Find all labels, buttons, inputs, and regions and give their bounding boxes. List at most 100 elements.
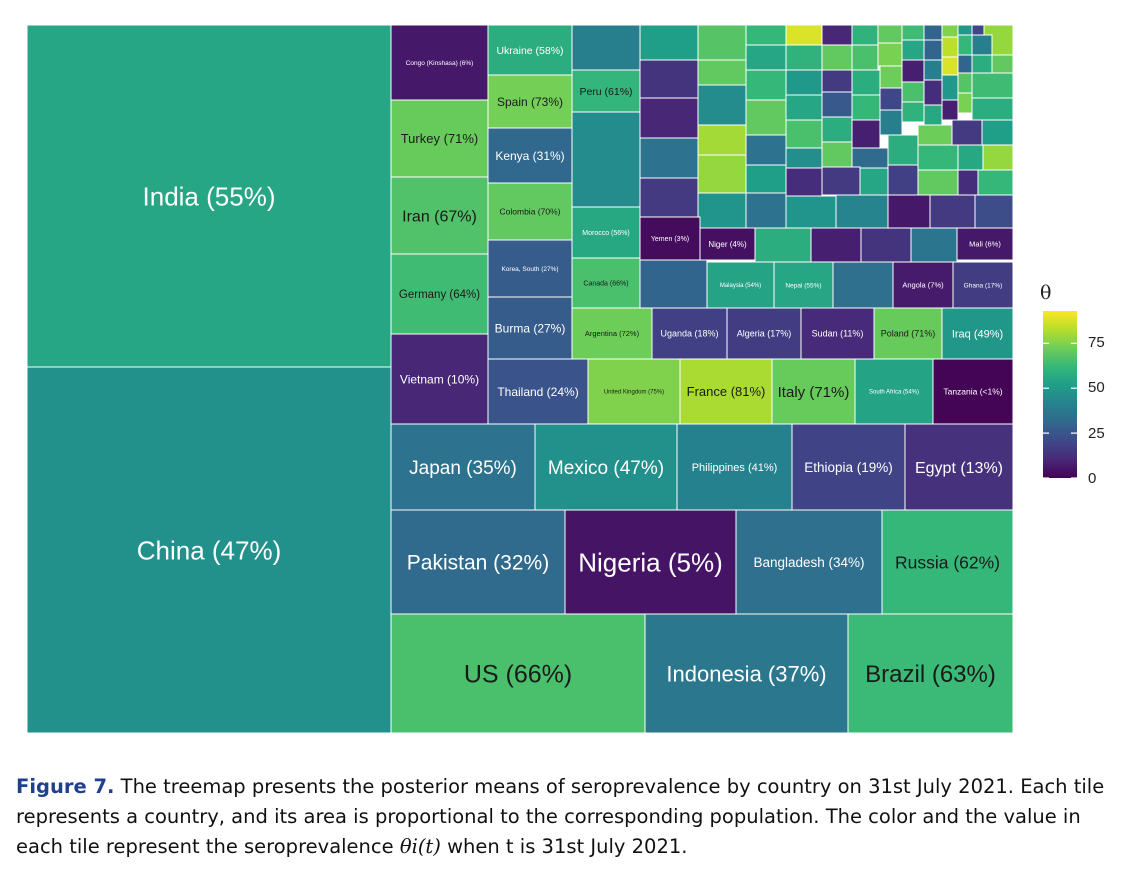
tile-label: Peru (61%) <box>579 86 632 98</box>
tile-japan: Japan (35%) <box>390 423 536 511</box>
tile-unlabeled <box>923 39 943 61</box>
tile-mexico: Mexico (47%) <box>534 423 678 511</box>
colorbar-tick-label: 75 <box>1088 334 1105 351</box>
tile-unlabeled <box>877 42 903 67</box>
tile-philippines: Philippines (41%) <box>676 423 793 511</box>
tile-label: France (81%) <box>687 384 766 399</box>
tile-label: Japan (35%) <box>409 458 517 479</box>
colorbar <box>1043 311 1077 478</box>
tile-unlabeled <box>821 44 853 71</box>
tile-label: Iran (67%) <box>402 208 477 225</box>
tile-yemen: Yemen (3%) <box>639 216 701 261</box>
tile-unlabeled <box>977 169 1014 196</box>
tile-unlabeled <box>851 147 889 169</box>
tile-unlabeled <box>982 144 1014 171</box>
colorbar-tick-label: 25 <box>1088 425 1105 442</box>
tile-south-africa: South Africa (54%) <box>854 358 934 425</box>
tile-label: Mali (6%) <box>969 240 1001 249</box>
tile-unlabeled <box>745 164 787 194</box>
tile-unlabeled <box>697 192 747 229</box>
tile-unlabeled <box>835 194 889 229</box>
tile-rect <box>390 613 646 734</box>
tile-ghana: Ghana (17%) <box>952 261 1014 309</box>
tile-unlabeled <box>901 39 925 61</box>
tile-label: Canada (66%) <box>583 281 628 288</box>
tile-unlabeled <box>923 104 943 126</box>
tile-label: Italy (71%) <box>778 384 850 401</box>
tile-rect <box>487 74 573 129</box>
tile-label: Philippines (41%) <box>692 462 778 474</box>
tile-nepal: Nepal (55%) <box>773 261 834 309</box>
tile-thailand: Thailand (24%) <box>487 358 589 425</box>
tile-unlabeled <box>929 194 976 229</box>
tile-unlabeled <box>851 94 881 121</box>
tile-rect <box>571 69 641 113</box>
tile-label: China (47%) <box>137 535 282 565</box>
tile-argentina: Argentina (72%) <box>571 307 653 360</box>
tile-spain: Spain (73%) <box>487 74 573 129</box>
tile-unlabeled <box>923 24 943 41</box>
tile-rect <box>487 239 573 298</box>
tile-unlabeled <box>639 59 699 99</box>
tile-label: Colombia (70%) <box>500 207 561 217</box>
tile-united-kingdom: United Kingdom (75%) <box>587 358 681 425</box>
tile-unlabeled <box>971 54 993 74</box>
colorbar-ticks <box>1043 342 1077 479</box>
tile-rect <box>26 366 392 734</box>
tile-unlabeled <box>941 24 959 38</box>
tile-label: US (66%) <box>464 661 572 689</box>
tile-label: Germany (64%) <box>399 289 480 301</box>
tile-morocco: Morocco (56%) <box>571 206 641 259</box>
tile-unlabeled <box>941 99 959 121</box>
tile-unlabeled <box>639 177 699 218</box>
tile-mali: Mali (6%) <box>956 227 1014 261</box>
tile-unlabeled <box>851 119 881 149</box>
tile-turkey: Turkey (71%) <box>390 99 489 178</box>
tile-label: Egypt (13%) <box>915 460 1003 477</box>
tile-angola: Angola (7%) <box>892 261 954 309</box>
tile-niger: Niger (4%) <box>699 227 756 261</box>
tile-rect <box>571 307 653 360</box>
tile-label: Sudan (11%) <box>812 329 864 339</box>
tile-unlabeled <box>785 195 837 229</box>
tile-rect <box>791 423 906 511</box>
tile-label: Iraq (49%) <box>952 328 1003 340</box>
tile-label: Kenya (31%) <box>495 149 564 163</box>
tile-label: Russia (62%) <box>895 552 1000 572</box>
tile-unlabeled <box>745 192 787 229</box>
tile-unlabeled <box>851 69 881 96</box>
tile-unlabeled <box>901 81 925 103</box>
tile-unlabeled <box>821 24 853 46</box>
tile-india: India (55%) <box>26 24 392 368</box>
tile-unlabeled <box>697 24 747 61</box>
tile-germany: Germany (64%) <box>390 253 489 335</box>
tile-unlabeled <box>785 167 823 197</box>
tile-colombia: Colombia (70%) <box>487 182 573 241</box>
caption-text: The treemap presents the posterior means… <box>16 775 1105 858</box>
tile-unlabeled <box>851 44 879 71</box>
unlabeled-tiles-layer <box>571 24 1014 309</box>
tile-label: Turkey (71%) <box>401 131 479 146</box>
tile-unlabeled <box>785 119 823 149</box>
tile-unlabeled <box>745 134 787 166</box>
tile-rect <box>390 176 489 255</box>
tile-ukraine: Ukraine (58%) <box>487 24 573 76</box>
tile-rect <box>952 261 1014 309</box>
tile-unlabeled <box>821 91 853 118</box>
tile-rect <box>735 509 883 615</box>
tile-canada: Canada (66%) <box>571 257 641 309</box>
tile-label: Tanzania (<1%) <box>943 387 1002 397</box>
tile-rect <box>487 182 573 241</box>
tile-unlabeled <box>785 147 823 169</box>
tile-rect <box>847 613 1014 734</box>
tile-burma: Burma (27%) <box>487 296 573 360</box>
tile-kenya: Kenya (31%) <box>487 127 573 184</box>
tile-malaysia: Malaysia (54%) <box>706 261 775 309</box>
tile-rect <box>390 253 489 335</box>
tile-rect <box>390 24 489 101</box>
tile-unlabeled <box>639 259 708 309</box>
tile-label: India (55%) <box>143 181 276 211</box>
tile-unlabeled <box>785 24 823 46</box>
figure-caption: Figure 7. The treemap presents the poste… <box>16 772 1126 862</box>
tile-poland: Poland (71%) <box>873 307 943 360</box>
